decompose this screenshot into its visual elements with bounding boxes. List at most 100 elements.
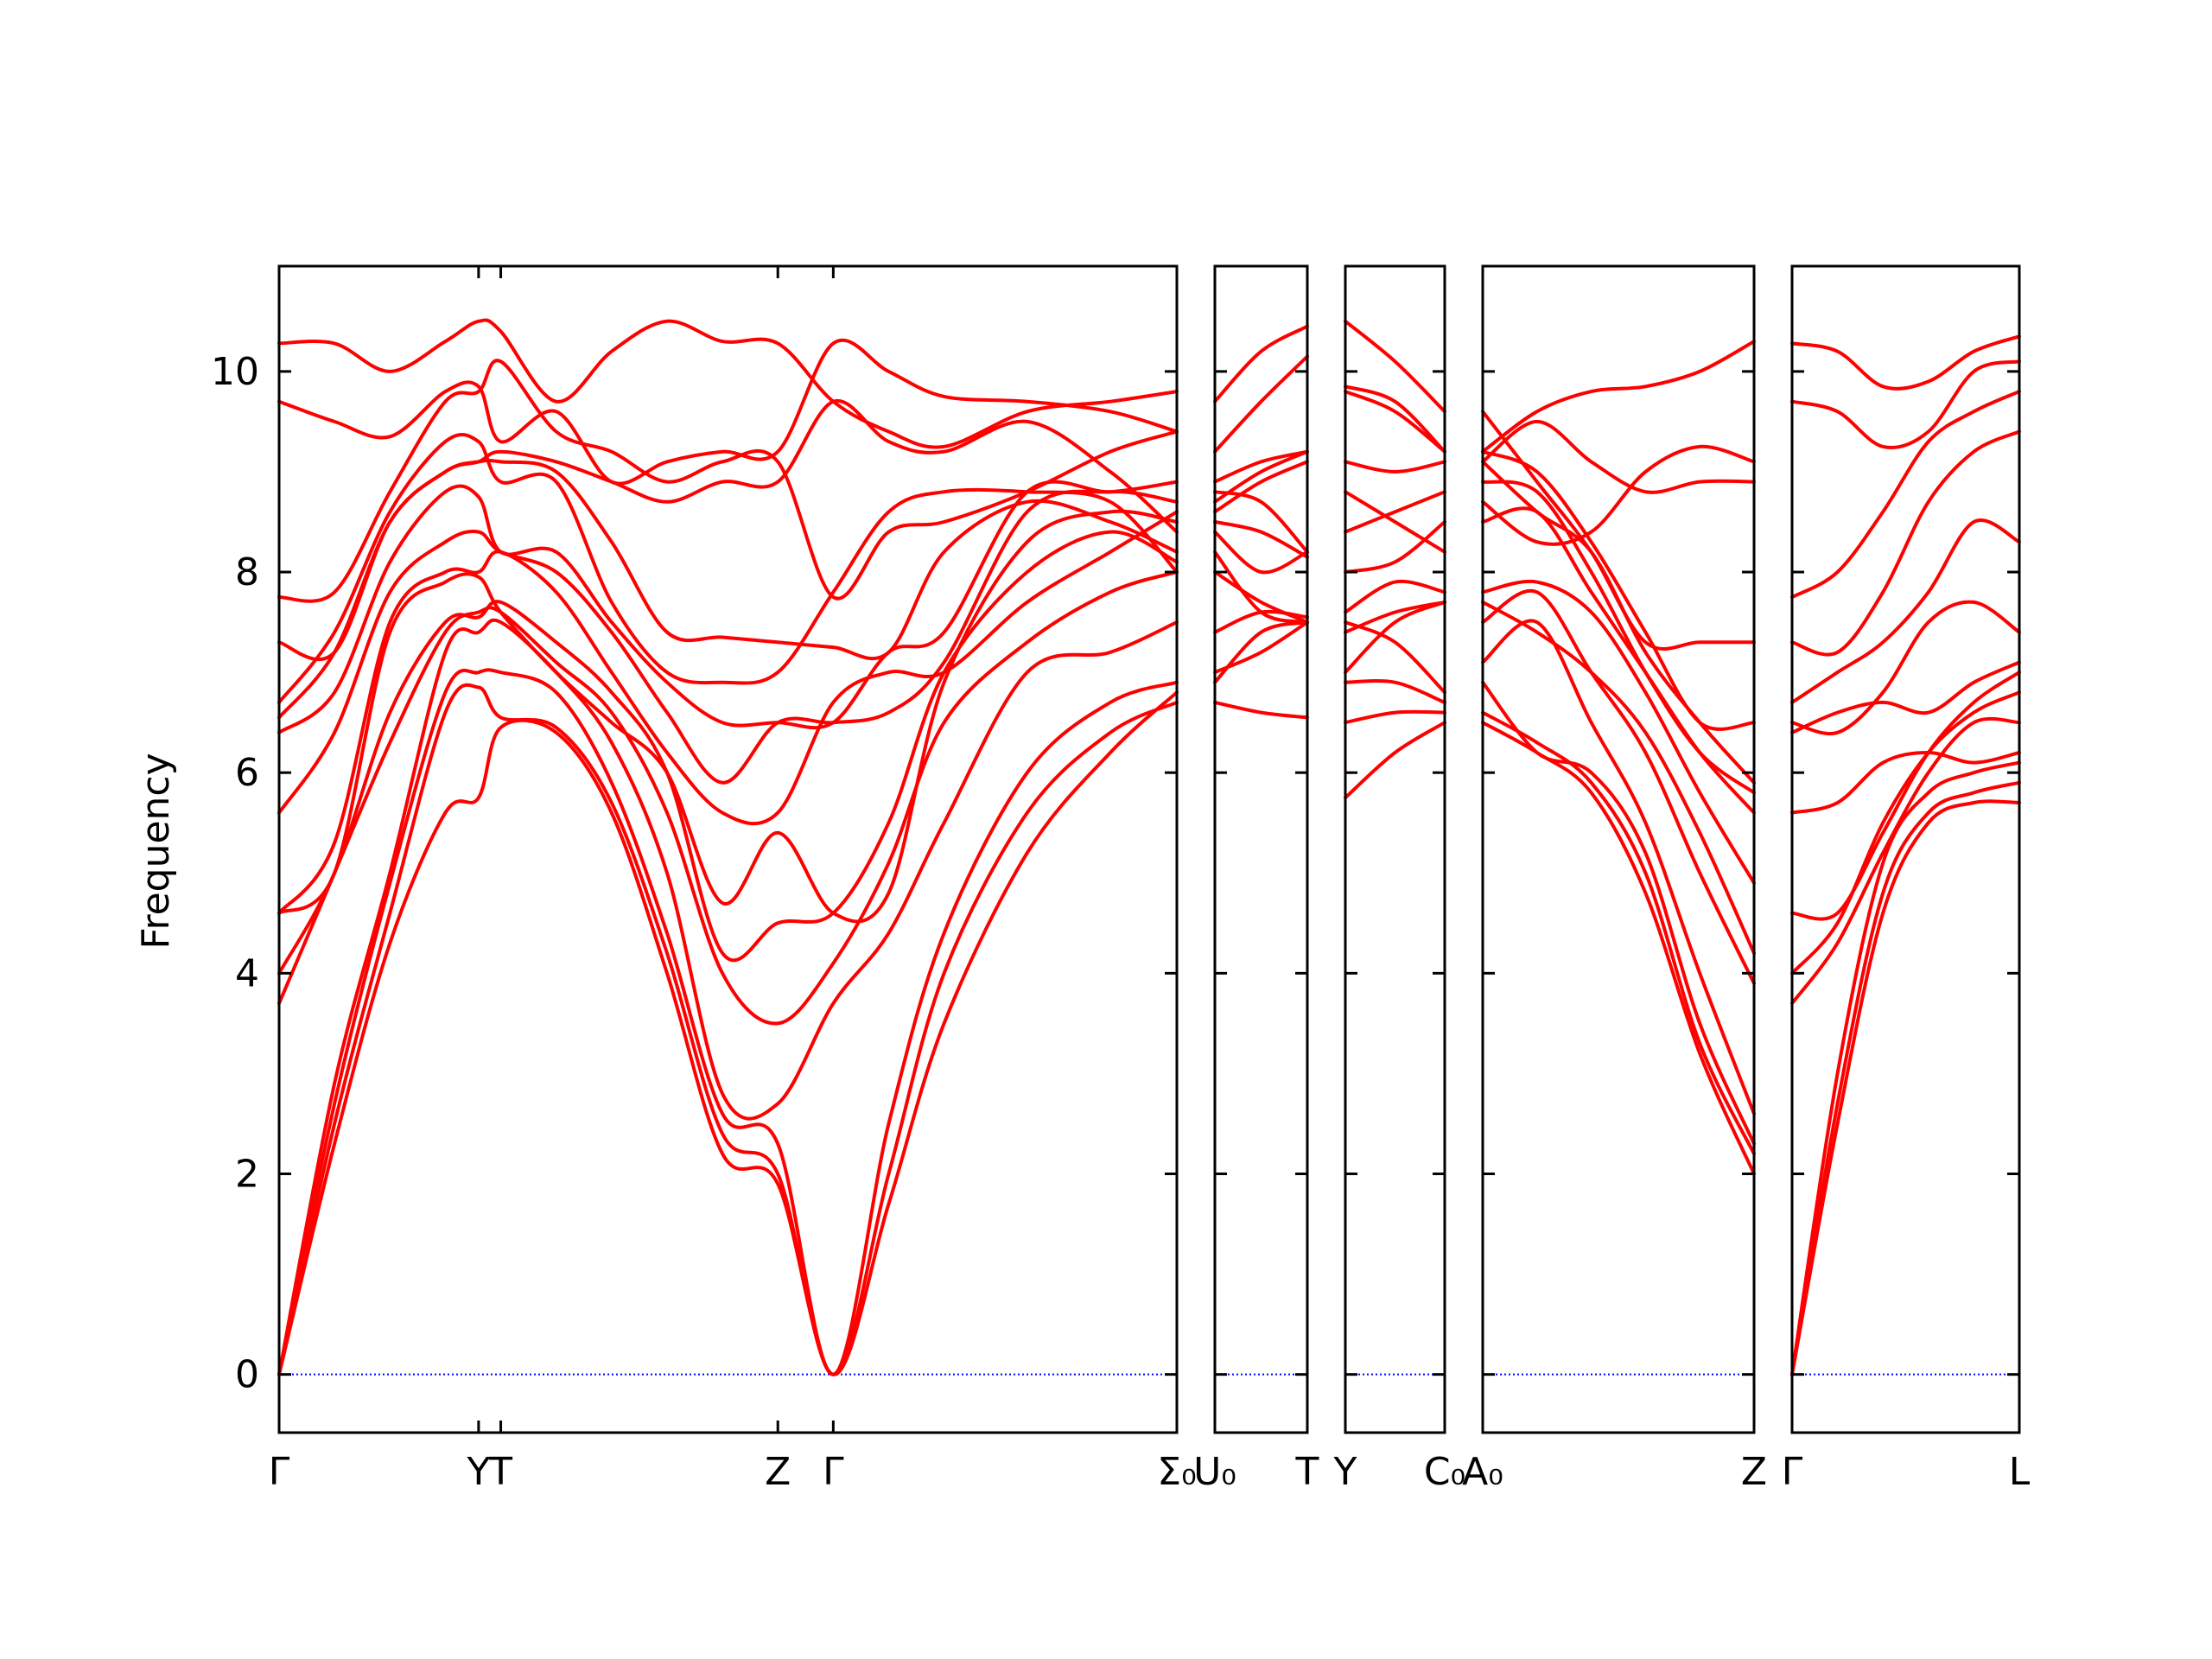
band-line	[1213, 354, 1309, 454]
band-line	[1481, 600, 1756, 956]
band-line	[1213, 449, 1309, 504]
band-line	[1344, 520, 1446, 574]
band-line	[1481, 419, 1756, 494]
band-line	[1481, 619, 1756, 1116]
band-line	[277, 668, 1179, 1376]
x-tick-label: Y	[466, 1450, 490, 1494]
band-line	[1344, 709, 1446, 725]
band-line	[1213, 620, 1309, 675]
band-line	[1213, 449, 1309, 484]
panel-frame	[1481, 264, 1756, 1434]
band-line	[1344, 319, 1446, 414]
band-line	[1344, 490, 1446, 554]
band-line	[1481, 480, 1756, 795]
x-tick-label: Γ	[1782, 1450, 1803, 1494]
panel-segment-1: Γ YT Z Γ Σ₀	[269, 264, 1197, 1494]
x-tick-label: A₀	[1462, 1450, 1503, 1494]
band-line	[1481, 721, 1756, 1176]
band-line	[1481, 410, 1756, 652]
panel-frame	[1213, 264, 1309, 1434]
band-line	[1481, 579, 1756, 885]
band-line	[1213, 324, 1309, 404]
band-line	[1790, 799, 2021, 1376]
band-line	[1344, 721, 1446, 800]
band-line	[1790, 671, 2021, 921]
band-line	[1481, 710, 1756, 1156]
band-line	[1790, 518, 2021, 704]
x-tick-label: Z	[1741, 1450, 1767, 1494]
band-line	[1344, 385, 1446, 454]
band-line	[277, 509, 1179, 924]
panel-segment-3: Y C₀	[1333, 264, 1465, 1494]
x-tick-label: Σ₀	[1157, 1450, 1196, 1494]
y-tick-label: 8	[235, 550, 259, 594]
band-line	[1213, 490, 1309, 554]
x-tick-label: Γ	[269, 1450, 290, 1494]
band-line	[1481, 340, 1756, 454]
band-line	[1344, 460, 1446, 474]
band-line	[277, 480, 1179, 734]
band-line	[277, 359, 1179, 603]
band-line	[1213, 620, 1309, 684]
band-line	[1344, 579, 1446, 614]
band-line	[1213, 530, 1309, 575]
y-tick-label: 2	[235, 1153, 259, 1197]
band-line	[1790, 690, 2021, 976]
panel-segment-4: A₀ Z	[1462, 264, 1767, 1494]
band-line	[1344, 679, 1446, 704]
band-line	[1790, 716, 2021, 1006]
y-tick-label: 6	[235, 751, 259, 795]
band-line	[1790, 780, 2021, 1376]
x-tick-label: U₀	[1193, 1450, 1236, 1494]
band-line	[277, 510, 1179, 915]
band-line	[277, 683, 1179, 1376]
panel-frame	[1790, 264, 2021, 1434]
y-tick-label: 4	[235, 951, 259, 995]
band-line	[277, 318, 1179, 449]
band-line	[1213, 520, 1309, 559]
y-tick-label: 0	[235, 1353, 259, 1397]
band-line	[277, 338, 1179, 486]
band-line	[1344, 600, 1446, 675]
x-tick-label: T	[1295, 1450, 1319, 1494]
band-line	[277, 530, 1179, 976]
x-tick-label: L	[2009, 1450, 2031, 1494]
panel-frame	[277, 264, 1179, 1434]
band-line	[277, 570, 1179, 1026]
y-tick-label: 10	[211, 350, 259, 394]
band-line	[1213, 550, 1309, 625]
band-line	[1213, 570, 1309, 625]
band-line	[1790, 660, 2021, 734]
band-line	[277, 433, 1179, 704]
x-tick-label: T	[488, 1450, 512, 1494]
band-line	[1790, 751, 2021, 815]
y-axis-label: Frequency	[134, 753, 178, 949]
band-line	[1481, 588, 1756, 985]
x-tick-label: C₀	[1424, 1450, 1465, 1494]
band-line	[1790, 600, 2021, 736]
band-line	[1790, 359, 2021, 449]
band-line	[1344, 490, 1446, 534]
band-line	[1481, 680, 1756, 1146]
panel-frame	[1344, 264, 1446, 1434]
band-line	[1790, 390, 2021, 600]
band-line	[1213, 460, 1309, 514]
band-line	[1213, 700, 1309, 720]
panel-segment-2: U₀ T	[1193, 264, 1319, 1494]
x-tick-label: Y	[1333, 1450, 1357, 1494]
band-line	[277, 398, 1179, 661]
band-line	[1790, 334, 2021, 391]
band-line	[277, 690, 1179, 1376]
band-line	[1790, 760, 2021, 1376]
x-tick-label: Γ	[823, 1450, 844, 1494]
band-line	[1481, 449, 1756, 731]
band-line	[277, 489, 1179, 815]
band-line	[1344, 620, 1446, 695]
band-line	[1481, 444, 1756, 546]
band-line	[1790, 429, 2021, 657]
band-line	[277, 618, 1179, 1376]
